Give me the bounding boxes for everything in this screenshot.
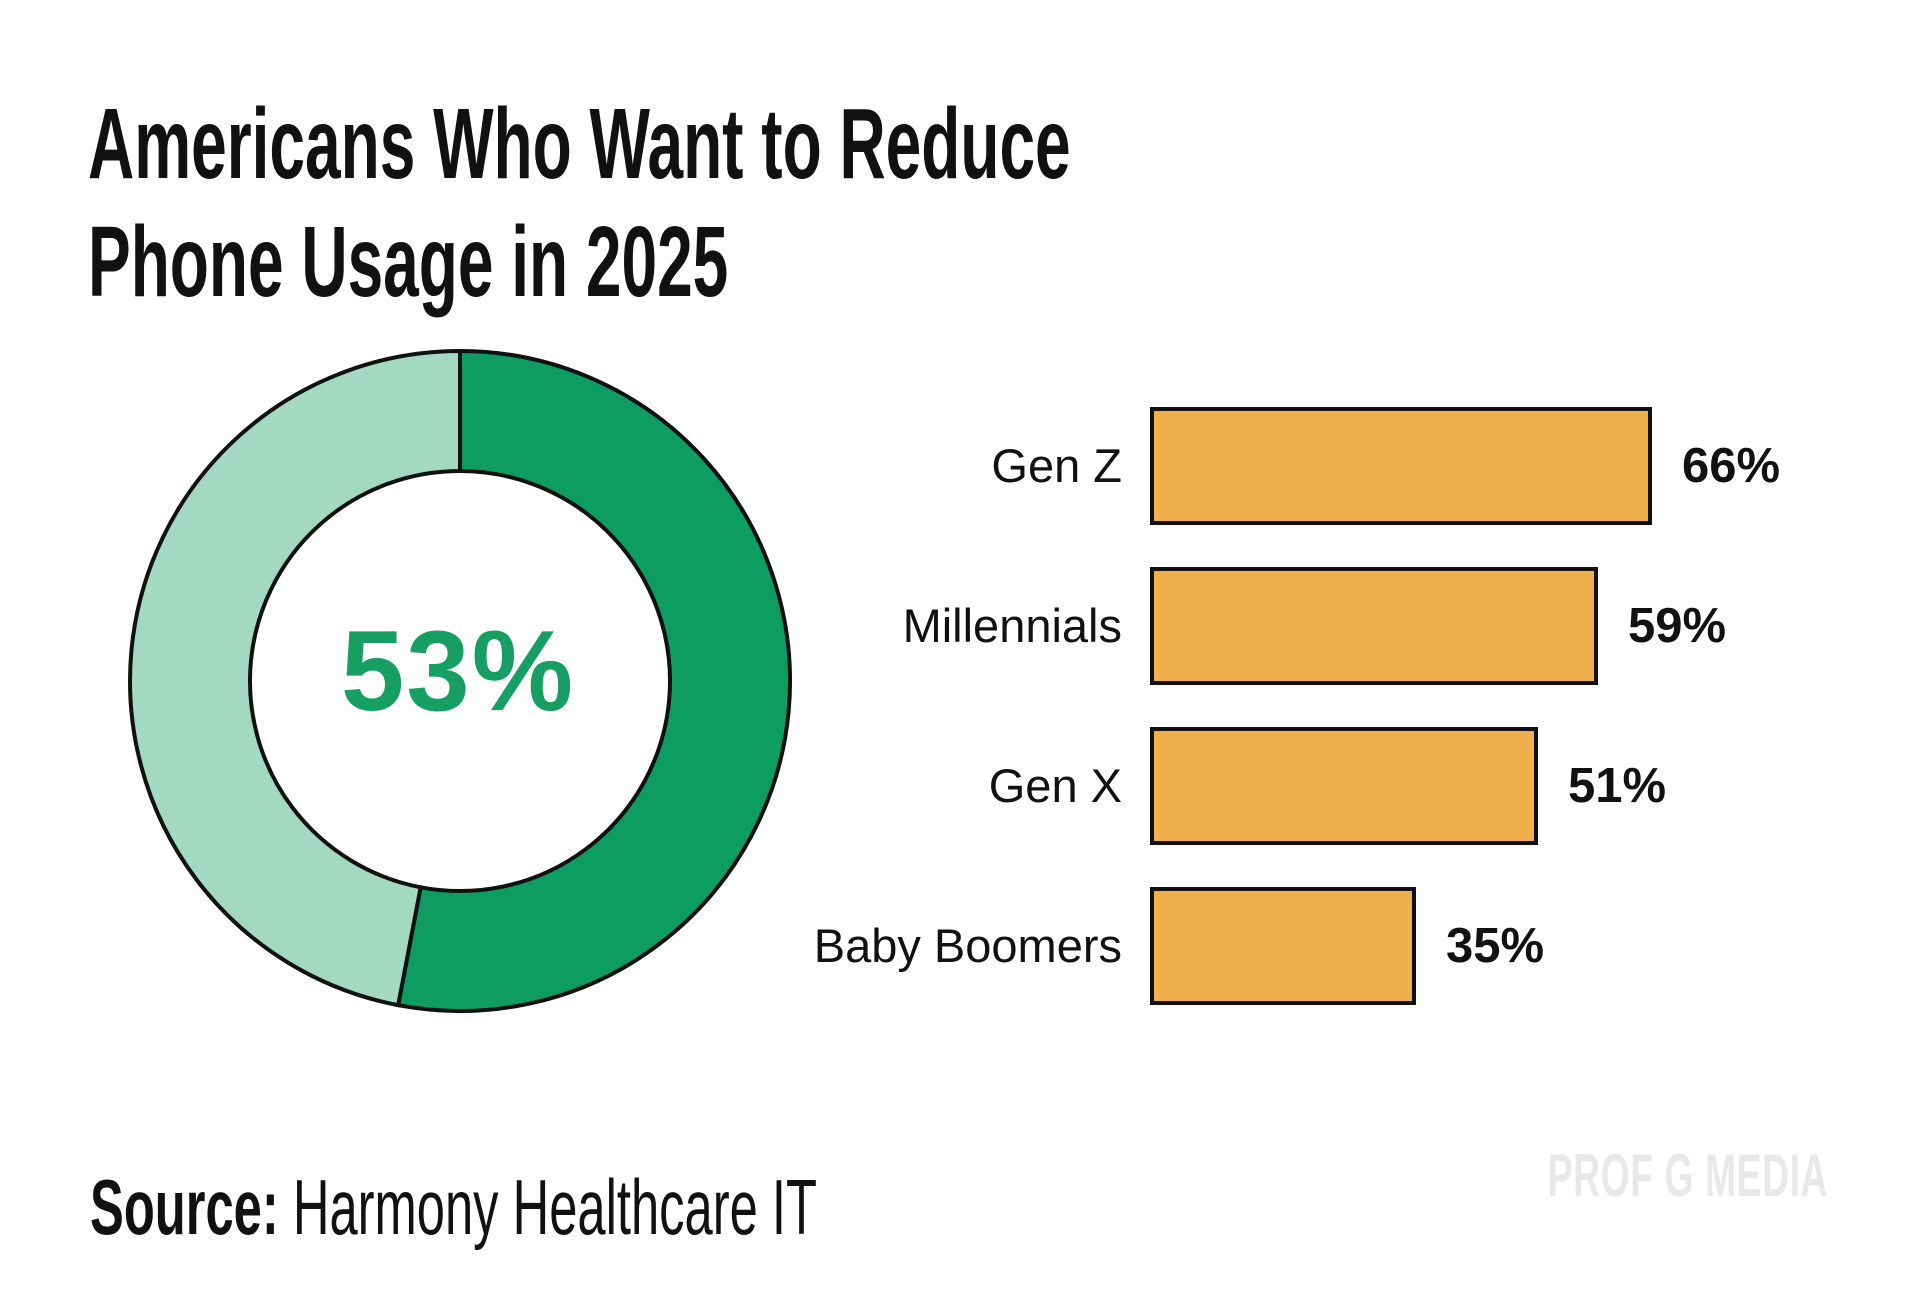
chart-title: Americans Who Want to Reduce Phone Usage… [88,85,1071,321]
source-prefix: Source: [90,1163,279,1251]
watermark-prof-g-media: PROF G MEDIA [1547,1142,1828,1209]
bar-category-label: Millennials [902,599,1122,652]
bar-category-label: Gen Z [991,439,1122,492]
source-line: Source: Harmony Healthcare IT [90,1168,817,1246]
donut-segment-light-green [128,348,462,1008]
donut-segment-dark-green [395,348,792,1013]
bar-rect [1150,407,1652,525]
bar-rect [1150,887,1416,1005]
donut-chart [128,348,792,1013]
bar-value-label: 35% [1446,919,1545,973]
chart-title-line2: Phone Usage in 2025 [88,206,729,318]
bar-category-label: Gen X [988,759,1122,812]
bar-value-label: 59% [1628,599,1727,653]
bar-value-label: 51% [1568,759,1667,813]
source-text: Harmony Healthcare IT [278,1163,817,1251]
bar-rect [1150,567,1598,685]
bar-value-label: 66% [1682,439,1781,493]
donut-center-label: 53% [340,608,576,735]
chart-title-line1: Americans Who Want to Reduce [88,88,1071,200]
bar-category-label: Baby Boomers [813,919,1122,972]
bar-rect [1150,727,1538,845]
